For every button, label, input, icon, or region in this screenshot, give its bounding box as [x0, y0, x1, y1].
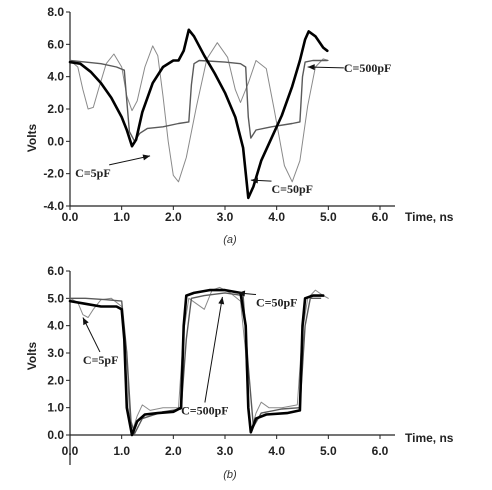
chart-a-caption: (a): [223, 234, 237, 246]
annotation-arrow-head: [143, 154, 150, 160]
x-tick-label: 5.0: [320, 444, 337, 458]
y-tick-label: 4.0: [47, 319, 64, 333]
chart-b: 0.0 1.0 2.0 3.0 4.0 5.0 6.0 0.0 1.0 2.0 3.0 4.0 5.0 6…: [25, 264, 454, 481]
chart-a: -4.0-2.00.02.04.06.08.00.0 1.0 2.0 3.0 4.0 5.…: [25, 5, 454, 246]
annotation-arrow-line: [205, 297, 223, 403]
x-tick-label: 6.0: [372, 210, 389, 224]
annotation-arrow-head: [308, 64, 315, 70]
y-tick-label: 2.0: [47, 102, 64, 116]
y-tick-label: 0.0: [47, 428, 64, 442]
annotation-arrow-head: [218, 297, 224, 304]
annotation-label: C=5pF: [75, 166, 111, 180]
y-tick-label: 2.0: [47, 373, 64, 387]
y-tick-label: 4.0: [47, 70, 64, 84]
chart-b-axes: [70, 271, 395, 465]
y-tick-label: 6.0: [47, 37, 64, 51]
annotation-label: C=50pF: [272, 182, 314, 196]
chart-b-ylabel: Volts: [25, 341, 39, 370]
annotation-label: C=500pF: [344, 61, 392, 75]
x-tick-label: 6.0: [372, 444, 389, 458]
chart-b-xlabel: Time, ns: [405, 431, 454, 445]
y-tick-label: 8.0: [47, 5, 64, 19]
chart-a-ylabel: Volts: [25, 123, 39, 152]
chart-a-ticks: -4.0-2.00.02.04.06.08.00.0 1.0 2.0 3.0 4.0 5.…: [43, 5, 388, 224]
chart-b-caption: (b): [223, 469, 237, 481]
x-tick-label: 3.0: [217, 444, 234, 458]
x-tick-label: 1.0: [113, 210, 130, 224]
x-tick-label: 3.0: [217, 210, 234, 224]
y-tick-label: 5.0: [47, 291, 64, 305]
x-tick-label: 5.0: [320, 210, 337, 224]
chart-a-xlabel: Time, ns: [405, 210, 454, 224]
x-tick-label: 1.0: [113, 444, 130, 458]
annotation-label: C=50pF: [256, 296, 298, 310]
series-line-c-500pf: [70, 61, 327, 142]
x-tick-label: 0.0: [62, 444, 79, 458]
x-tick-label: 2.0: [165, 444, 182, 458]
y-tick-label: -2.0: [43, 167, 64, 181]
y-tick-label: 0.0: [47, 134, 64, 148]
y-tick-label: 3.0: [47, 346, 64, 360]
x-tick-label: 4.0: [268, 444, 285, 458]
x-tick-label: 4.0: [268, 210, 285, 224]
y-tick-label: 1.0: [47, 401, 64, 415]
x-tick-label: 0.0: [62, 210, 79, 224]
y-tick-label: 6.0: [47, 264, 64, 278]
annotation-label: C=5pF: [83, 353, 119, 367]
x-tick-label: 2.0: [165, 210, 182, 224]
series-line-c-5pf: [70, 43, 328, 182]
annotation-label: C=500pF: [181, 404, 229, 418]
